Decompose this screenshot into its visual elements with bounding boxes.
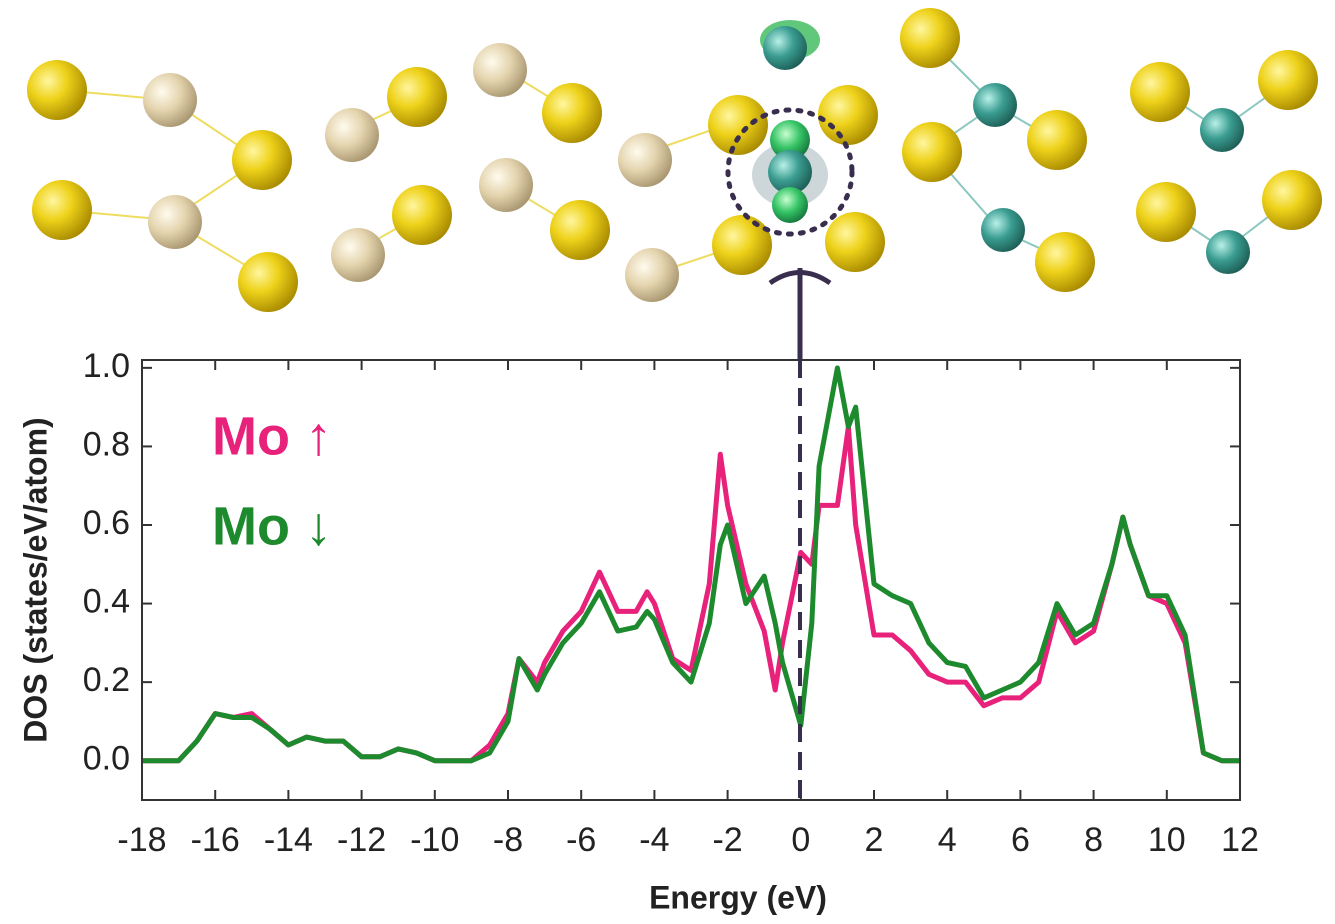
x-tick-label: 6 xyxy=(1011,821,1030,859)
y-tick-label: 0.0 xyxy=(83,740,130,778)
x-tick-label: 10 xyxy=(1148,821,1186,859)
x-tick-label: 12 xyxy=(1221,821,1259,859)
x-tick-label: -14 xyxy=(264,821,313,859)
x-tick-label: -16 xyxy=(191,821,240,859)
x-tick-label: -18 xyxy=(117,821,166,859)
legend-entry: Mo ↑ xyxy=(212,406,332,466)
x-tick-label: 2 xyxy=(865,821,884,859)
x-axis-label: Energy (eV) xyxy=(649,879,827,915)
y-tick-label: 0.4 xyxy=(83,583,130,621)
y-tick-label: 0.2 xyxy=(83,661,130,699)
x-tick-label: -12 xyxy=(337,821,386,859)
x-tick-label: -10 xyxy=(410,821,459,859)
structure xyxy=(27,8,1322,312)
x-tick-label: -4 xyxy=(639,821,669,859)
x-tick-label: 4 xyxy=(938,821,957,859)
x-tick-label: -2 xyxy=(712,821,742,859)
y-tick-label: 0.8 xyxy=(83,425,130,463)
x-tick-label: 8 xyxy=(1084,821,1103,859)
legend-entry: Mo ↓ xyxy=(212,496,332,556)
chart: Energy (eV) DOS (states/eV/atom) 0.0 0.2 0… xyxy=(0,0,1335,924)
series-line xyxy=(142,427,1240,761)
x-tick-label: -6 xyxy=(566,821,596,859)
x-tick-label: 0 xyxy=(791,821,810,859)
y-tick-label: 0.6 xyxy=(83,504,130,542)
y-tick-label: 1.0 xyxy=(83,347,130,385)
y-axis-label: DOS (states/eV/atom) xyxy=(17,417,53,742)
x-tick-label: -8 xyxy=(493,821,523,859)
